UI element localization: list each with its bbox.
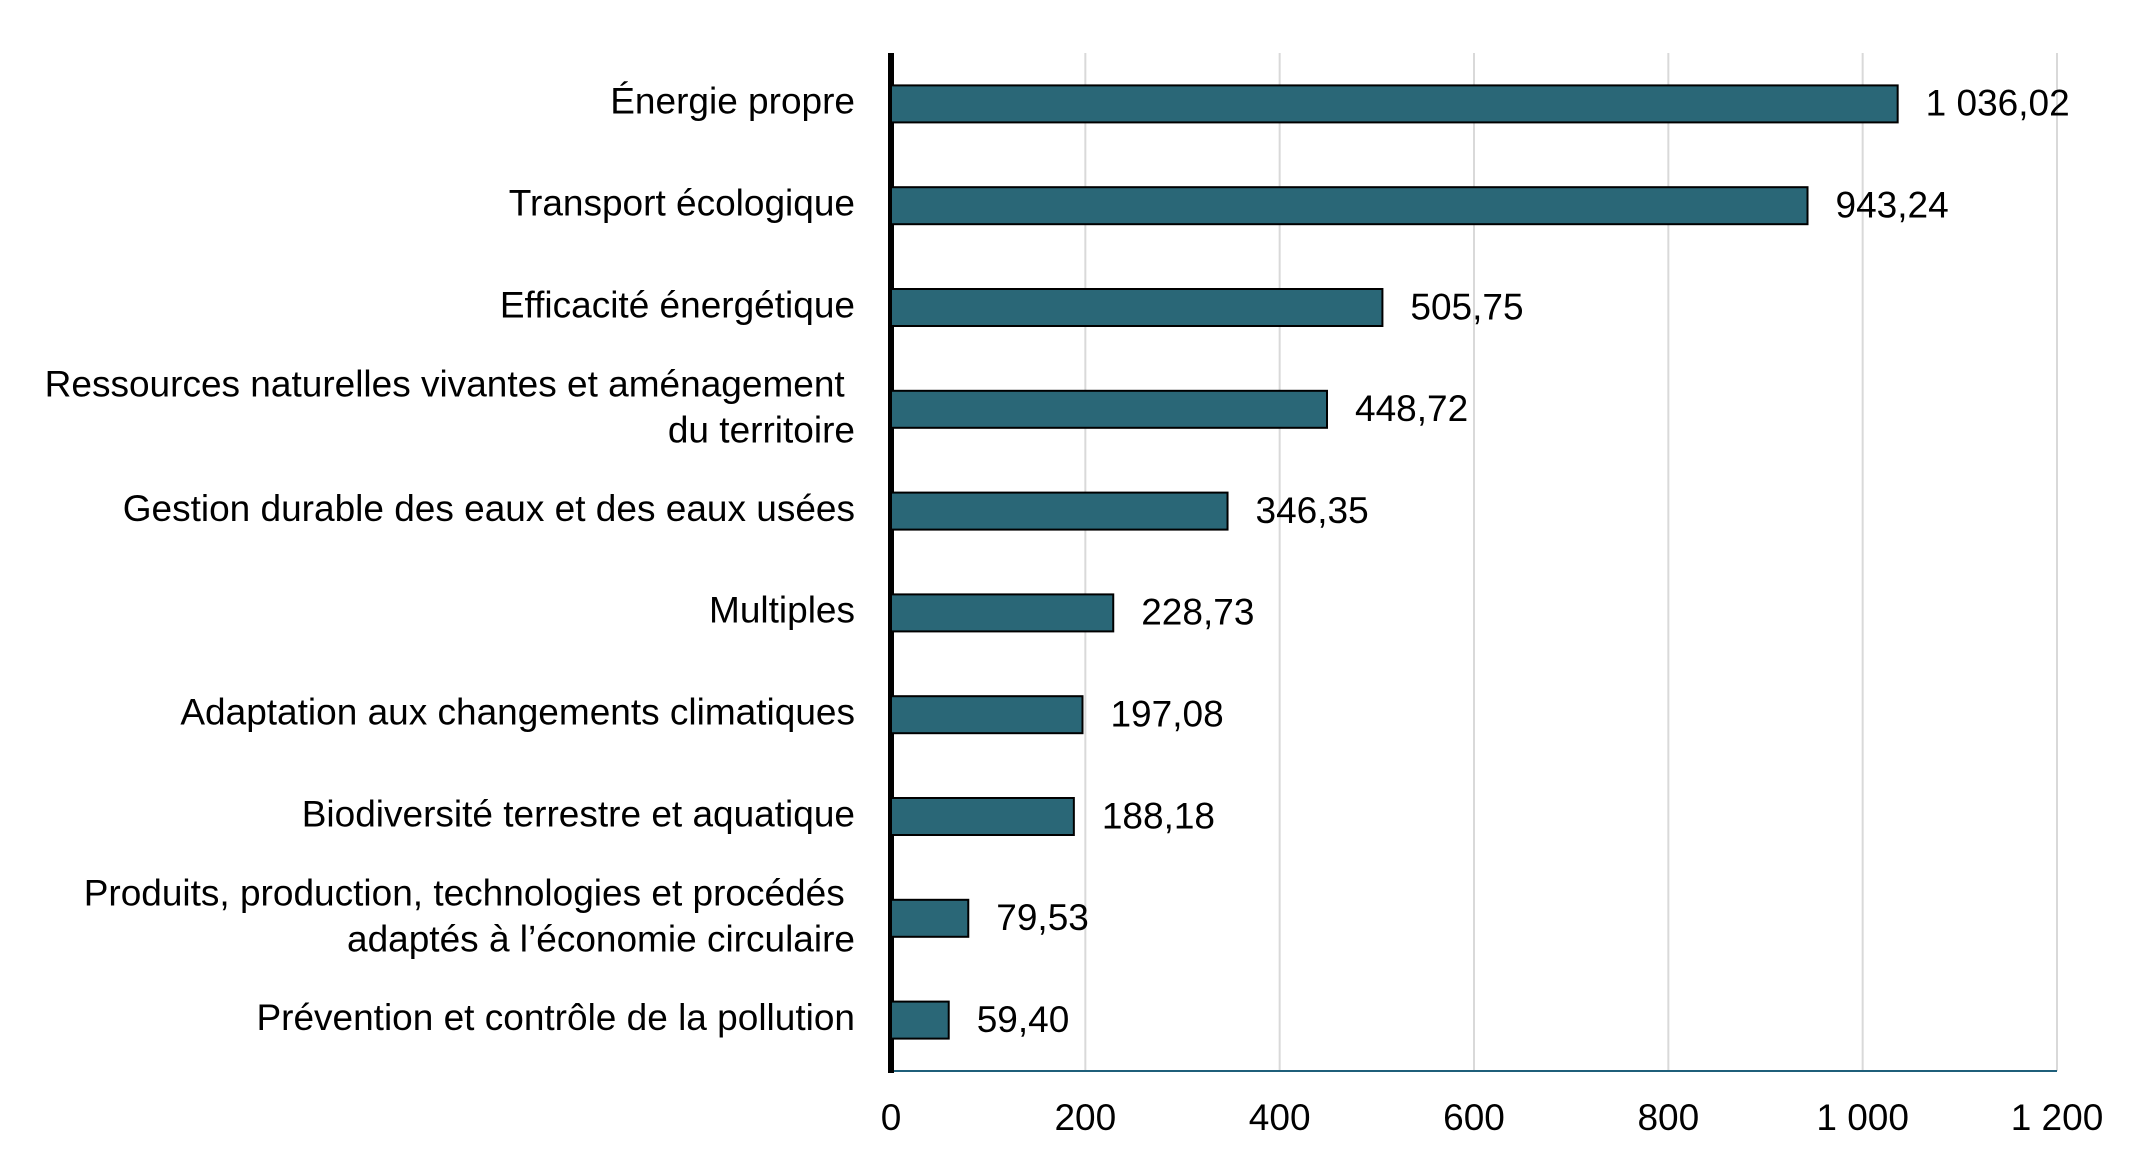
x-tick-label: 600 (1443, 1097, 1505, 1138)
value-label: 197,08 (1110, 693, 1223, 734)
value-label: 188,18 (1102, 795, 1215, 836)
x-tick-label: 400 (1249, 1097, 1311, 1138)
x-tick-label: 200 (1054, 1097, 1116, 1138)
x-tick-label: 800 (1637, 1097, 1699, 1138)
y-tick-label: Multiples (709, 590, 855, 631)
y-tick-label: Efficacité énergétique (500, 284, 855, 325)
bar (890, 389, 1329, 429)
y-tick-label: Adaptation aux changements climatiques (180, 691, 855, 732)
bar (890, 797, 1075, 836)
bar (890, 186, 1809, 226)
value-label: 943,24 (1836, 184, 1949, 225)
value-label: 346,35 (1256, 490, 1369, 531)
x-tick-label: 1 000 (1816, 1097, 1909, 1138)
value-label: 79,53 (996, 897, 1089, 938)
y-tick-label: Énergie propre (610, 81, 855, 122)
y-tick-label: Produits, production, technologies et pr… (84, 872, 855, 959)
y-tick-label: Ressources naturelles vivantes et aménag… (45, 363, 855, 450)
bar (890, 84, 1899, 124)
bar (890, 1000, 950, 1040)
bar (890, 288, 1384, 327)
bar (890, 491, 1229, 531)
value-label: 1 036,02 (1926, 83, 2070, 124)
y-tick-label: Biodiversité terrestre et aquatique (302, 793, 855, 834)
bar (890, 695, 1084, 735)
value-label: 448,72 (1355, 388, 1468, 429)
value-label: 228,73 (1141, 592, 1254, 633)
x-tick-label: 1 200 (2011, 1097, 2104, 1138)
y-tick-label: Gestion durable des eaux et des eaux usé… (123, 488, 855, 529)
bar (890, 898, 970, 938)
x-tick-label: 0 (881, 1097, 902, 1138)
value-label: 59,40 (977, 999, 1070, 1040)
y-tick-label: Prévention et contrôle de la pollution (256, 997, 855, 1038)
y-tick-label: Transport écologique (509, 182, 855, 223)
value-label: 505,75 (1410, 286, 1523, 327)
bar (890, 593, 1115, 633)
